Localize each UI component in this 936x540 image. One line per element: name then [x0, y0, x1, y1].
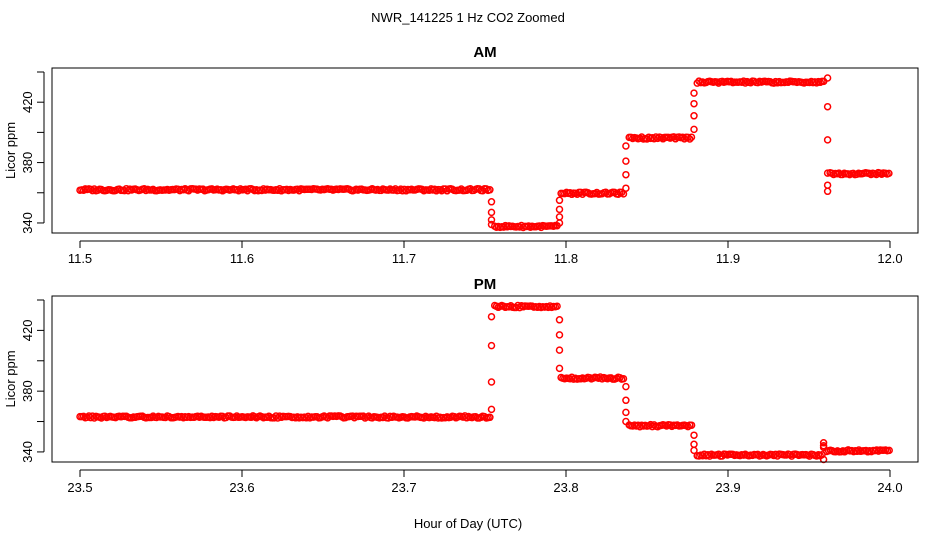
transition-point — [487, 216, 496, 224]
data-point — [619, 374, 628, 383]
transition-point — [555, 331, 564, 339]
transition-point — [690, 112, 698, 120]
transition-point — [819, 439, 828, 447]
x-axis: 23.5 23.6 23.7 23.8 23.9 24.0 — [67, 469, 903, 495]
data-point — [687, 421, 696, 429]
figure-xlabel: Hour of Day (UTC) — [414, 516, 522, 531]
x-tick-label: 23.5 — [67, 480, 92, 495]
x-tick-label: 23.8 — [553, 480, 578, 495]
transition-point — [823, 136, 832, 144]
transition-point — [487, 312, 496, 321]
transition-point — [690, 431, 698, 439]
transition-point — [622, 396, 630, 405]
x-tick-label: 11.7 — [392, 251, 416, 266]
transition-point — [487, 378, 496, 386]
data-point — [486, 413, 494, 422]
transition-point — [622, 142, 630, 150]
x-tick-label: 23.9 — [715, 480, 740, 495]
data-point — [686, 135, 694, 143]
y-tick-label: 380 — [20, 380, 35, 402]
transition-point — [555, 205, 564, 214]
y-tick-label: 380 — [20, 152, 35, 174]
plot-frame — [51, 295, 919, 463]
data-point — [885, 446, 893, 455]
transition-point — [487, 220, 496, 229]
data-point — [684, 422, 692, 431]
y-tick-label: 340 — [20, 212, 35, 234]
y-axis-label: Licor ppm — [3, 122, 18, 179]
data-point — [482, 185, 491, 193]
data-point — [553, 302, 561, 310]
data-point — [617, 188, 626, 197]
transition-point — [555, 364, 564, 373]
panel-pm: PM Licor ppm 23.5 23.6 23.7 23.8 23.9 24.0 340 38… — [3, 276, 919, 495]
x-tick-label: 23.6 — [229, 480, 254, 495]
data-series — [76, 301, 893, 464]
transition-point — [622, 408, 630, 417]
y-tick-label: 420 — [20, 320, 35, 342]
transition-point — [819, 443, 828, 452]
transition-point — [823, 102, 832, 111]
figure-title: NWR_141225 1 Hz CO2 Zoomed — [371, 10, 565, 25]
transition-point — [690, 89, 698, 97]
x-tick-label: 12.0 — [877, 251, 902, 266]
plot-frame — [51, 67, 919, 234]
transition-point — [622, 382, 630, 391]
data-point — [687, 133, 696, 141]
y-axis-label: Licor ppm — [3, 350, 18, 407]
x-tick-label: 11.8 — [554, 251, 578, 266]
y-tick-label: 420 — [20, 91, 35, 113]
y-axis: 340 380 420 — [20, 299, 45, 463]
panel-am: AM Licor ppm 11.5 11.6 11.7 11.8 11.9 12.0 340 38… — [3, 44, 919, 266]
transition-point — [823, 187, 832, 196]
transition-point — [555, 346, 564, 354]
transition-point — [622, 170, 630, 179]
transition-point — [690, 446, 698, 455]
data-point — [885, 169, 893, 178]
transition-point — [823, 169, 832, 177]
transition-point — [622, 184, 630, 192]
data-point — [684, 133, 692, 142]
transition-point — [555, 196, 564, 205]
transition-point — [823, 181, 832, 189]
transition-point — [823, 74, 832, 82]
transition-point — [487, 208, 496, 217]
y-axis: 340 380 420 — [20, 71, 45, 234]
transition-point — [487, 405, 496, 414]
transition-point — [555, 316, 564, 324]
transition-point — [622, 157, 630, 165]
x-tick-label: 11.9 — [716, 251, 740, 266]
x-axis: 11.5 11.6 11.7 11.8 11.9 12.0 — [68, 240, 903, 266]
data-point — [486, 186, 494, 194]
transition-point — [690, 125, 698, 134]
data-series — [76, 74, 893, 232]
x-tick-label: 11.5 — [68, 251, 92, 266]
y-tick-label: 340 — [20, 441, 35, 463]
transition-point — [487, 198, 496, 206]
transition-point — [690, 440, 698, 449]
x-tick-label: 11.6 — [230, 251, 254, 266]
transition-point — [555, 213, 564, 221]
panel-title: AM — [473, 44, 496, 61]
transition-point — [622, 417, 630, 426]
panel-title: PM — [474, 276, 497, 293]
x-tick-label: 23.7 — [391, 480, 416, 495]
transition-point — [487, 341, 496, 350]
transition-point — [690, 99, 698, 108]
x-tick-label: 24.0 — [877, 480, 902, 495]
